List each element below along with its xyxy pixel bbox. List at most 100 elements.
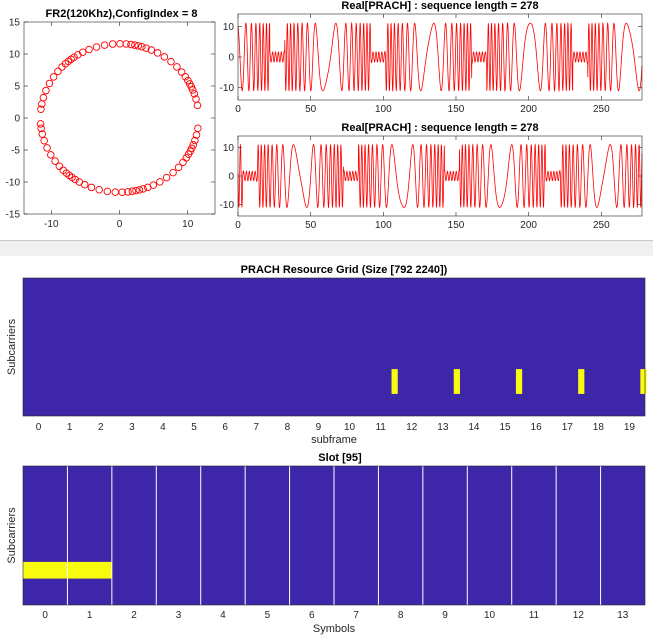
slot-xtick-label: 9 [442, 610, 448, 621]
real1-xtick-label: 100 [375, 104, 392, 115]
slot-xtick-label: 0 [42, 610, 48, 621]
grid-heatmap-background [23, 278, 645, 416]
slot-xtick-label: 1 [87, 610, 93, 621]
grid-xtick-label: 8 [285, 422, 291, 433]
real2-xtick-label: 250 [593, 220, 610, 231]
real1-xtick-label: 0 [235, 104, 241, 115]
slot-xtick-label: 2 [131, 610, 137, 621]
real1-axes-box [237, 13, 643, 101]
real2-xtick-label: 150 [448, 220, 465, 231]
constellation-point [37, 124, 45, 133]
slot-title: Slot [95] [318, 452, 362, 464]
constellation-point [36, 120, 45, 128]
grid-xtick-label: 17 [562, 422, 574, 433]
real1-xtick-label: 50 [305, 104, 317, 115]
real1-ytick-label: 10 [223, 22, 235, 33]
grid-xlabel: subframe [311, 434, 357, 446]
constellation-point [142, 44, 150, 52]
constellation-point [71, 175, 79, 184]
constellation-point [162, 173, 171, 182]
constellation-point [149, 181, 158, 189]
constellation-point [40, 136, 48, 145]
constellation-plot-area [24, 22, 215, 214]
real1-xtick-label: 250 [593, 104, 610, 115]
real2-xtick-label: 50 [305, 220, 317, 231]
constellation-point [37, 105, 45, 114]
grid-xtick-label: 9 [316, 422, 322, 433]
constellation-point [174, 163, 183, 172]
constellation-point [131, 41, 139, 49]
slot-xtick-label: 12 [573, 610, 585, 621]
grid-xtick-label: 1 [67, 422, 73, 433]
constellation-point [194, 124, 202, 132]
real1-ytick-label: 0 [228, 53, 234, 64]
real2-series-line [237, 143, 643, 209]
constellation-point [135, 186, 144, 194]
real2-title: Real[PRACH] : sequence length = 278 [341, 122, 538, 134]
constellation-point [124, 188, 132, 196]
real2-xtick-label: 0 [235, 220, 241, 231]
slot-xtick-label: 5 [265, 610, 271, 621]
real1-title: Real[PRACH] : sequence length = 278 [341, 0, 538, 12]
constellation-point [192, 95, 200, 103]
real1-ytick-label: -10 [220, 83, 235, 94]
constellation-xtick-label: 10 [182, 219, 194, 230]
constellation-point [177, 68, 186, 76]
constellation-point [167, 57, 175, 66]
slot-xlabel: Symbols [313, 623, 356, 635]
grid-prach-occasion [453, 369, 460, 394]
slot-xtick-label: 7 [353, 610, 359, 621]
constellation-point [100, 41, 109, 49]
real1-xtick-label: 150 [448, 104, 465, 115]
slot-xtick-label: 13 [617, 610, 629, 621]
constellation-point [147, 46, 156, 54]
constellation-point [74, 51, 82, 59]
real-prach-plot-1[interactable]: Real[PRACH] : sequence length = 278 0 50 10… [220, 0, 643, 115]
constellation-point [87, 183, 96, 192]
resource-grid-plot[interactable]: PRACH Resource Grid (Size [792 2240])0 1 2… [0, 256, 653, 456]
grid-xtick-label: 4 [160, 422, 166, 433]
constellation-point [45, 79, 54, 88]
constellation-point [160, 53, 169, 61]
constellation-point [92, 43, 101, 51]
grid-xtick-label: 16 [531, 422, 543, 433]
grid-xtick-label: 13 [437, 422, 449, 433]
constellation-point [184, 76, 192, 85]
slot-plot[interactable]: Slot [95]0 1 2 3 4 5 6 7 8 9 10 11 12 13SymbolsSubcar… [6, 452, 646, 635]
constellation-point [189, 141, 198, 149]
constellation-point [38, 130, 46, 138]
grid-xtick-label: 18 [593, 422, 605, 433]
constellation-ytick-label: -5 [11, 146, 20, 157]
constellation-point [80, 180, 89, 189]
grid-xtick-label: 14 [468, 422, 480, 433]
real2-axes-box [237, 135, 643, 217]
constellation-point [182, 154, 191, 162]
grid-xtick-label: 15 [499, 422, 511, 433]
constellation-xtick-label: -10 [44, 219, 59, 230]
figure-divider [0, 240, 653, 256]
constellation-plot[interactable]: FR2(120Khz),ConfigIndex = 8 -10 0 10 15 10 5 0 -… [6, 8, 216, 230]
constellation-point [54, 67, 62, 76]
grid-xtick-label: 0 [36, 422, 42, 433]
real1-series-line [237, 21, 643, 93]
constellation-point [127, 40, 135, 49]
constellation-point [128, 187, 137, 196]
constellation-point [156, 178, 164, 186]
constellation-point [139, 185, 147, 193]
constellation-xtick-label: 0 [117, 219, 123, 230]
constellation-point [58, 63, 66, 71]
constellation-point [173, 63, 181, 71]
grid-xtick-label: 19 [624, 422, 636, 433]
real-prach-plot-2[interactable]: Real[PRACH] : sequence length = 278 0 50 10… [220, 122, 643, 231]
grid-prach-occasion [515, 369, 523, 394]
slot-xtick-label: 11 [529, 610, 540, 621]
constellation-point [43, 144, 51, 152]
real1-xtick-label: 200 [520, 104, 537, 115]
real2-xtick-label: 200 [520, 220, 537, 231]
grid-axes-box [22, 277, 646, 417]
slot-xtick-label: 4 [220, 610, 226, 621]
constellation-point [188, 144, 196, 152]
constellation-point [190, 90, 199, 98]
grid-xtick-label: 2 [98, 422, 104, 433]
constellation-point [138, 43, 146, 51]
